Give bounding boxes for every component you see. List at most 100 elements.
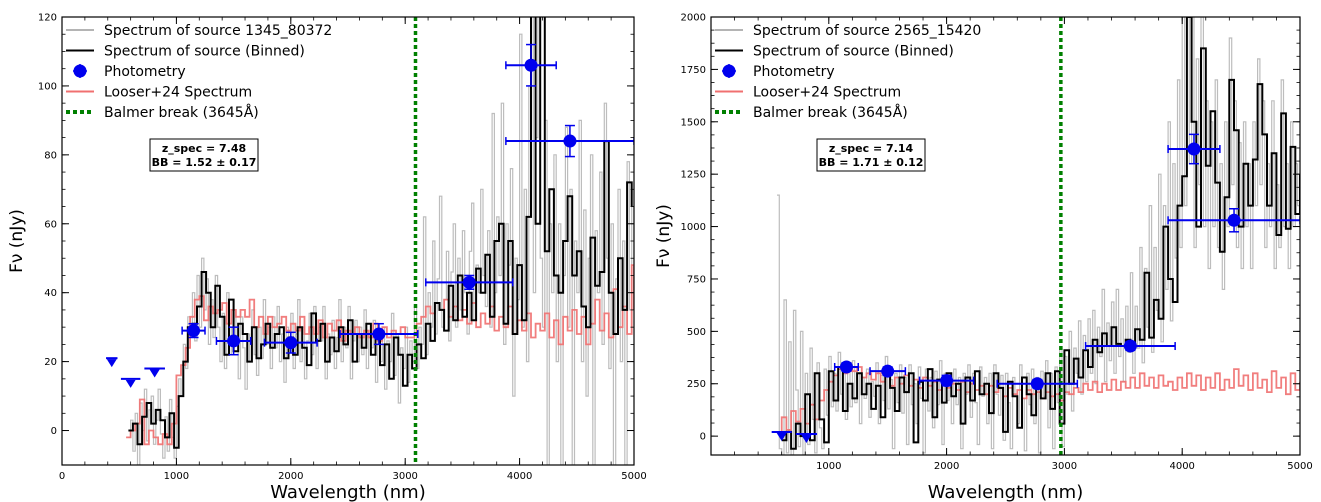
upper-limit-arrow (125, 379, 136, 388)
legend: Spectrum of source 1345_80372 Spectrum of… (66, 23, 332, 121)
binned-spectrum-line (128, 17, 633, 449)
legend-label: Balmer break (3645Å) (104, 104, 259, 121)
y-tick-label: 1000 (681, 222, 706, 233)
photometry-point (505, 124, 634, 158)
upper-limit (120, 377, 141, 388)
photometry-marker (940, 374, 954, 388)
x-axis-label: Wavelength (nm) (928, 482, 1084, 502)
plot-area (771, 17, 1300, 455)
plot-area (106, 17, 634, 465)
photometry-point (1167, 208, 1300, 233)
legend-item: Spectrum of source (Binned) (715, 44, 954, 60)
axes-frame (710, 16, 1301, 456)
photometry-marker (563, 134, 577, 148)
legend-item: Spectrum of source 2565_15420 (715, 23, 981, 39)
legend-label: Spectrum of source (Binned) (104, 44, 305, 60)
legend-item: Balmer break (3645Å) (66, 104, 259, 121)
x-tick-label: 2000 (934, 461, 959, 472)
x-tick-label: 1000 (816, 461, 841, 472)
legend-marker-dot (722, 64, 736, 78)
upper-limit (771, 430, 792, 441)
legend-marker-dot (73, 64, 87, 78)
annotation-zspec: z_spec = 7.48 (162, 142, 246, 155)
x-tick-label: 3000 (392, 471, 417, 482)
legend-label: Photometry (753, 64, 835, 80)
x-tick-label: 4000 (1169, 461, 1194, 472)
legend-item: Looser+24 Spectrum (66, 85, 252, 101)
photometry-point (996, 377, 1079, 391)
upper-limit-arrow (106, 359, 117, 368)
upper-limit-arrow (801, 435, 812, 444)
photometry-point (263, 331, 318, 354)
y-tick-label: 60 (44, 219, 57, 230)
y-tick-label: 1750 (681, 65, 706, 76)
photometry-point (339, 322, 419, 346)
photometry-marker (1030, 377, 1044, 391)
annotation-zspec: z_spec = 7.14 (829, 142, 914, 155)
y-tick-label: 120 (38, 13, 57, 24)
legend-label: Spectrum of source 2565_15420 (753, 23, 981, 39)
legend-item: Photometry (722, 64, 835, 80)
photometry-marker (881, 364, 895, 378)
upper-limit (795, 433, 818, 444)
y-tick-label: 750 (687, 274, 706, 285)
x-tick-label: 5000 (1287, 461, 1312, 472)
upper-limit-arrow (149, 369, 160, 378)
x-tick-label: 5000 (621, 471, 646, 482)
photometry-point (869, 364, 907, 378)
x-tick-label: 0 (59, 471, 65, 482)
y-tick-label: 500 (687, 327, 706, 338)
photometry-marker (462, 275, 476, 289)
y-tick-label: 20 (44, 357, 57, 368)
y-tick-label: 1500 (681, 117, 706, 128)
photometry-marker (524, 58, 538, 72)
y-tick-label: 40 (44, 288, 57, 299)
y-axis-label: Fν (nJy) (654, 204, 674, 268)
y-tick-label: 80 (44, 150, 57, 161)
x-tick-label: 3000 (1052, 461, 1077, 472)
upper-limit (106, 357, 118, 368)
photometry-point (918, 374, 975, 388)
legend-label: Spectrum of source (Binned) (753, 44, 954, 60)
photometry-point (215, 326, 252, 356)
photometry-marker (1227, 213, 1241, 227)
y-tick-label: 0 (700, 432, 706, 443)
annotation-balmer-break: BB = 1.71 ± 0.12 (819, 156, 924, 169)
legend: Spectrum of source 2565_15420 Spectrum of… (715, 23, 981, 121)
legend-label: Balmer break (3645Å) (753, 104, 908, 121)
photometry-point (1167, 133, 1221, 165)
legend-label: Spectrum of source 1345_80372 (104, 23, 332, 39)
y-tick-label: 2000 (681, 13, 706, 24)
annotation-frame (816, 138, 926, 172)
chart-panel-2: 1000 2000 3000 4000 5000 0 250 500 750 1000 1250 15… (654, 13, 1313, 502)
y-tick-label: 1250 (681, 170, 706, 181)
legend-label: Photometry (104, 64, 186, 80)
y-tick-label: 100 (38, 81, 57, 92)
photometry-point (425, 274, 514, 290)
upper-limit-arrow (776, 432, 787, 441)
legend-item: Spectrum of source 1345_80372 (66, 23, 332, 39)
photometry-point (833, 360, 859, 374)
photometry-point (505, 43, 557, 87)
raw-spectrum-line (128, 17, 634, 465)
x-tick-label: 2000 (278, 471, 303, 482)
photometry-point (1084, 339, 1176, 353)
photometry-marker (284, 336, 298, 350)
photometry-marker (227, 334, 241, 348)
x-tick-label: 1000 (164, 471, 189, 482)
photometry-marker (1187, 142, 1201, 156)
legend-item: Spectrum of source (Binned) (66, 44, 305, 60)
photometry-point (181, 322, 206, 339)
legend-label: Looser+24 Spectrum (104, 85, 252, 101)
y-axis-label: Fν (nJy) (7, 209, 27, 273)
annotation-frame (149, 138, 259, 172)
binned-spectrum-line (781, 17, 1300, 450)
photometry-marker (372, 327, 386, 341)
photometry-marker (839, 360, 853, 374)
x-axis-label: Wavelength (nm) (270, 482, 426, 502)
y-tick-label: 0 (51, 426, 57, 437)
y-tick-label: 250 (687, 379, 706, 390)
